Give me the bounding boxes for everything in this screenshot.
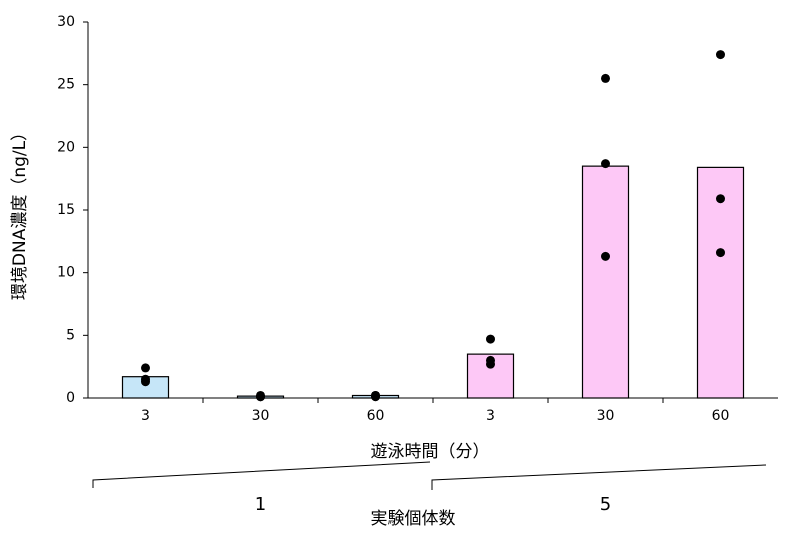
group-label: 5 — [600, 494, 611, 515]
x-axis-title: 遊泳時間（分） — [371, 442, 490, 462]
group-bracket — [92, 461, 431, 488]
bar — [581, 165, 630, 399]
group-label: 1 — [255, 494, 266, 515]
y-tick-label: 0 — [66, 390, 75, 406]
y-tick-label: 30 — [57, 14, 75, 30]
y-axis-title: 環境DNA濃度（ng/L） — [10, 124, 30, 300]
y-tick-label: 25 — [57, 77, 75, 93]
replicate-point — [371, 392, 380, 402]
y-tick-label: 5 — [66, 327, 75, 343]
replicate-point — [716, 50, 725, 60]
x-tick-label: 60 — [712, 408, 730, 424]
replicate-point — [601, 73, 610, 83]
x-tick-label: 30 — [252, 408, 270, 424]
y-tick-label: 15 — [57, 202, 75, 218]
bar — [696, 166, 745, 399]
x-tick-label: 30 — [597, 408, 615, 424]
replicate-point — [601, 251, 610, 261]
x-tick-label: 3 — [486, 408, 495, 424]
y-tick-label: 20 — [57, 139, 75, 155]
y-tick-label: 10 — [57, 265, 75, 281]
replicate-point — [486, 359, 495, 369]
x-tick-label: 3 — [141, 408, 150, 424]
replicate-point — [716, 248, 725, 258]
replicate-point — [141, 363, 150, 373]
replicate-point — [141, 377, 150, 387]
group-axis-title: 実験個体数 — [371, 509, 456, 529]
replicate-point — [486, 334, 495, 344]
replicate-point — [256, 392, 265, 402]
replicate-point — [716, 194, 725, 204]
x-tick-label: 60 — [367, 408, 385, 424]
group-bracket — [431, 464, 767, 490]
replicate-point — [601, 159, 610, 169]
